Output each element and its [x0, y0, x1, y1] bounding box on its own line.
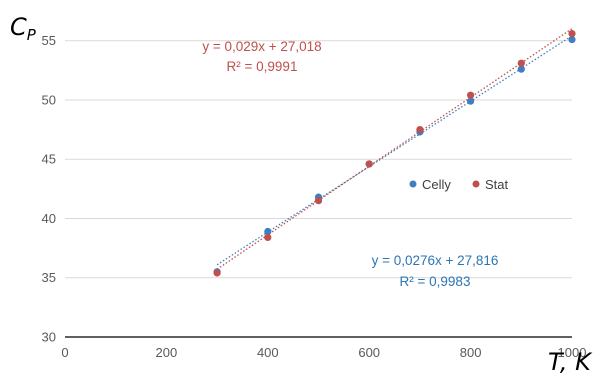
stat-trendline-r2: R² = 0,9991: [227, 59, 298, 74]
trendline-stat: [216, 28, 573, 270]
legend: Celly Stat: [409, 177, 509, 192]
point-stat-800: [467, 91, 475, 99]
y-tick-label-50: 50: [42, 92, 56, 107]
x-tick-label-400: 400: [257, 345, 279, 360]
y-axis-label: CP: [10, 13, 37, 44]
point-stat-600: [365, 160, 373, 168]
x-tick-label-1000: 1000: [558, 345, 587, 360]
legend-marker-celly: [409, 180, 417, 188]
y-axis-label-subscript: P: [27, 26, 37, 44]
gridlines: [65, 40, 572, 279]
celly-trendline-r2: R² = 0,9983: [400, 274, 471, 289]
x-tick-label-0: 0: [61, 345, 68, 360]
y-tick-label-40: 40: [42, 211, 56, 226]
trendline-celly: [216, 35, 573, 266]
trendlines: [216, 28, 573, 270]
point-celly-800: [467, 97, 475, 105]
point-celly-1000: [568, 35, 576, 44]
y-tick-label-30: 30: [42, 330, 56, 345]
point-stat-900: [517, 59, 525, 67]
legend-label-celly: Celly: [422, 177, 451, 192]
x-axis-label: T, K: [548, 348, 593, 376]
legend-label-stat: Stat: [485, 177, 509, 192]
y-tick-label-45: 45: [42, 152, 56, 167]
point-stat-500: [314, 197, 323, 205]
point-stat-400: [264, 233, 272, 242]
point-celly-900: [517, 65, 525, 73]
y-tick-label-55: 55: [42, 33, 56, 48]
data-points: [213, 29, 576, 277]
celly-trendline-equation: y = 0,0276x + 27,816: [372, 253, 499, 268]
legend-marker-stat: [472, 180, 480, 188]
stat-trendline-equation: y = 0,029x + 27,018: [202, 39, 321, 54]
point-celly-400: [264, 227, 272, 236]
point-stat-700: [416, 125, 424, 134]
x-tick-label-200: 200: [156, 345, 178, 360]
x-tick-label-600: 600: [358, 345, 380, 360]
point-stat-1000: [568, 29, 576, 38]
axes: 30 35 40 45 50 55 0 200 400 600 800 1000: [42, 33, 587, 360]
y-tick-label-35: 35: [42, 270, 56, 285]
y-axis-label-main: C: [10, 13, 27, 41]
point-stat-300: [213, 269, 221, 277]
x-tick-label-800: 800: [460, 345, 482, 360]
